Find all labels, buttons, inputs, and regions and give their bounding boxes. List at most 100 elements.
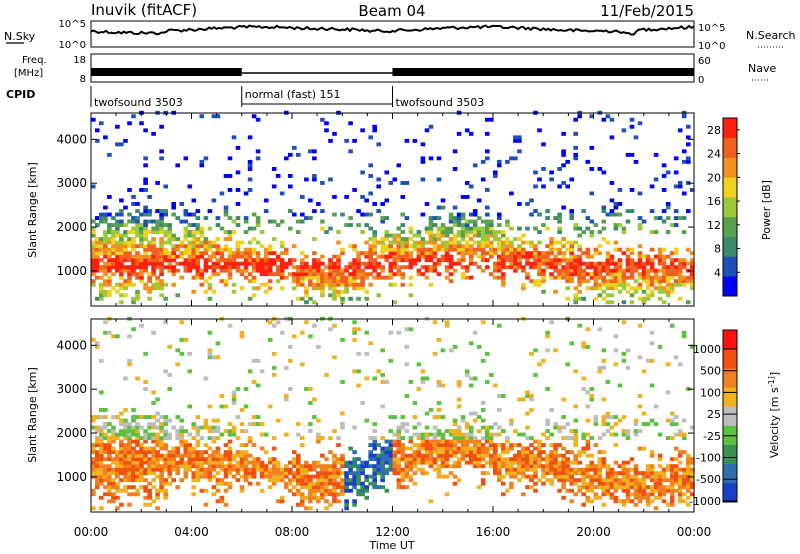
cell xyxy=(597,282,603,287)
cell xyxy=(348,149,353,154)
cell xyxy=(464,373,470,377)
cell xyxy=(380,240,385,245)
cell xyxy=(509,244,514,249)
cell xyxy=(669,488,675,493)
cell xyxy=(356,383,361,388)
cell xyxy=(356,467,361,472)
cell xyxy=(356,268,361,273)
cell xyxy=(581,474,586,479)
cell xyxy=(215,341,221,346)
cell xyxy=(681,436,687,440)
cell xyxy=(621,286,627,291)
cell xyxy=(308,198,313,203)
power-cbar-label-0: 4 xyxy=(714,266,721,279)
cell xyxy=(191,425,197,430)
cell xyxy=(191,265,197,270)
cell xyxy=(372,202,377,206)
cell xyxy=(633,502,639,507)
cell xyxy=(360,471,365,476)
cell xyxy=(517,443,522,447)
cell xyxy=(637,492,643,497)
cell xyxy=(107,223,112,227)
cell xyxy=(669,478,675,483)
cell xyxy=(107,450,112,455)
cell xyxy=(641,219,647,224)
cell xyxy=(328,261,333,266)
cell xyxy=(135,492,140,497)
cell xyxy=(227,174,233,178)
cell xyxy=(191,223,197,227)
cell xyxy=(251,237,257,241)
cell xyxy=(661,209,667,213)
cell xyxy=(300,330,305,335)
cell xyxy=(147,247,152,252)
nave-tick-top: 60 xyxy=(698,56,711,67)
cell xyxy=(223,247,229,252)
cell xyxy=(521,453,526,458)
cell xyxy=(533,258,538,263)
cell xyxy=(135,471,140,476)
nave-tick-bottom: 0 xyxy=(698,75,704,86)
cell xyxy=(649,450,655,455)
cell xyxy=(521,251,526,256)
cell xyxy=(348,244,353,249)
cell xyxy=(621,471,627,476)
cell xyxy=(456,244,462,249)
cell xyxy=(464,230,470,234)
cell xyxy=(324,506,329,511)
cell xyxy=(275,474,281,479)
cell xyxy=(127,432,132,437)
cell xyxy=(533,244,538,249)
cell xyxy=(601,460,607,465)
cell xyxy=(384,488,390,493)
cell xyxy=(243,429,249,433)
cbar-swatch-1 xyxy=(723,463,737,484)
cell xyxy=(284,156,289,161)
cell xyxy=(147,254,152,259)
cell xyxy=(163,254,168,259)
cell xyxy=(115,251,120,256)
cell xyxy=(304,293,309,298)
cell xyxy=(633,422,639,426)
cell xyxy=(255,216,261,220)
cell xyxy=(388,460,394,465)
cell xyxy=(336,293,341,298)
cell xyxy=(569,216,574,220)
cell xyxy=(304,300,309,305)
cell xyxy=(400,453,406,458)
cell xyxy=(239,251,245,256)
cell xyxy=(533,488,538,493)
cell xyxy=(292,212,297,217)
cell xyxy=(440,247,446,252)
cell xyxy=(308,506,313,511)
cell xyxy=(111,478,116,483)
cell xyxy=(388,268,394,273)
cell xyxy=(243,254,249,259)
cell xyxy=(135,415,140,419)
cell xyxy=(95,429,100,433)
cell xyxy=(396,163,402,168)
cell xyxy=(549,275,554,280)
cell xyxy=(111,334,116,339)
cell xyxy=(187,247,193,252)
cell xyxy=(404,474,410,479)
cell xyxy=(686,495,691,500)
cell xyxy=(187,233,193,238)
cell xyxy=(493,453,498,458)
cell xyxy=(476,450,482,455)
cell xyxy=(147,212,152,217)
cell xyxy=(665,293,671,298)
cell xyxy=(468,244,474,249)
cell xyxy=(444,464,450,469)
cell xyxy=(529,265,534,270)
cell xyxy=(581,478,586,483)
cell xyxy=(171,467,176,472)
freq-unit-label: [MHz] xyxy=(14,68,43,79)
cell xyxy=(593,474,599,479)
cell xyxy=(111,492,116,497)
cell xyxy=(561,251,566,256)
cell xyxy=(123,467,128,472)
cell xyxy=(436,177,442,182)
cell xyxy=(464,244,470,249)
